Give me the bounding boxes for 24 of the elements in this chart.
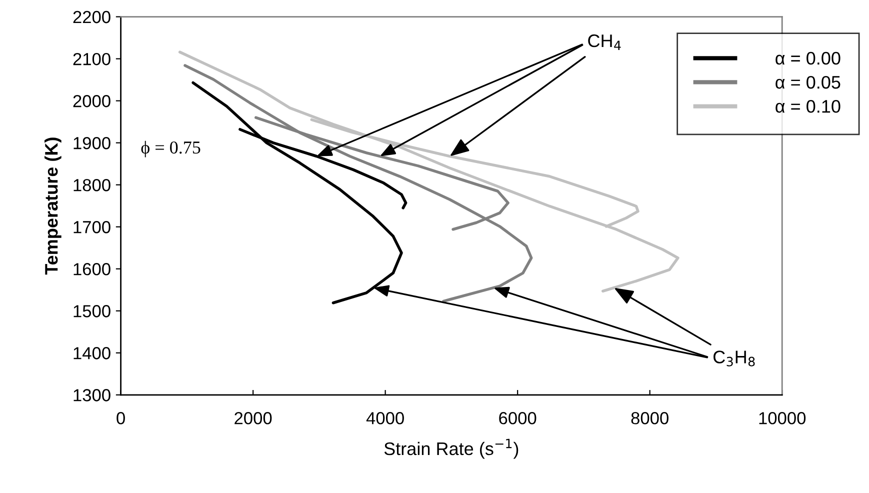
y-tick-label: 1800 [74,178,110,192]
y-axis-title: Temperature (K) [44,138,62,275]
x-tick-label: 10000 [759,412,806,424]
y-tick-label: 1400 [74,347,110,360]
x-tick-label: 8000 [631,412,668,424]
y-tick-label: 2000 [73,94,110,108]
x-tick-label: 6000 [499,412,536,424]
legend-label: α = 0.05 [776,76,840,89]
y-tick-label: 2100 [73,52,110,66]
legend-label: α = 0.00 [776,52,840,65]
annotation: C$_{3}$H$_{8}$ [714,350,755,366]
y-tick-label: 1600 [74,263,110,276]
y-tick-label: 1900 [74,136,110,150]
y-tick-label: 2200 [73,10,110,24]
y-tick-label: 1300 [74,389,110,402]
x-tick-label: 4000 [366,412,404,424]
legend-label: α = 0.10 [776,100,840,113]
x-tick-label: 2000 [234,412,272,424]
y-tick-label: 1700 [74,221,110,234]
x-tick-label: 0 [116,412,125,424]
annotation: CH$_{4}$ [588,34,621,50]
x-axis-title: Strain Rate (s$^{−1}$) [384,438,518,459]
annotation: ϕ = 0.75 [141,140,200,158]
y-tick-label: 1500 [74,305,110,318]
